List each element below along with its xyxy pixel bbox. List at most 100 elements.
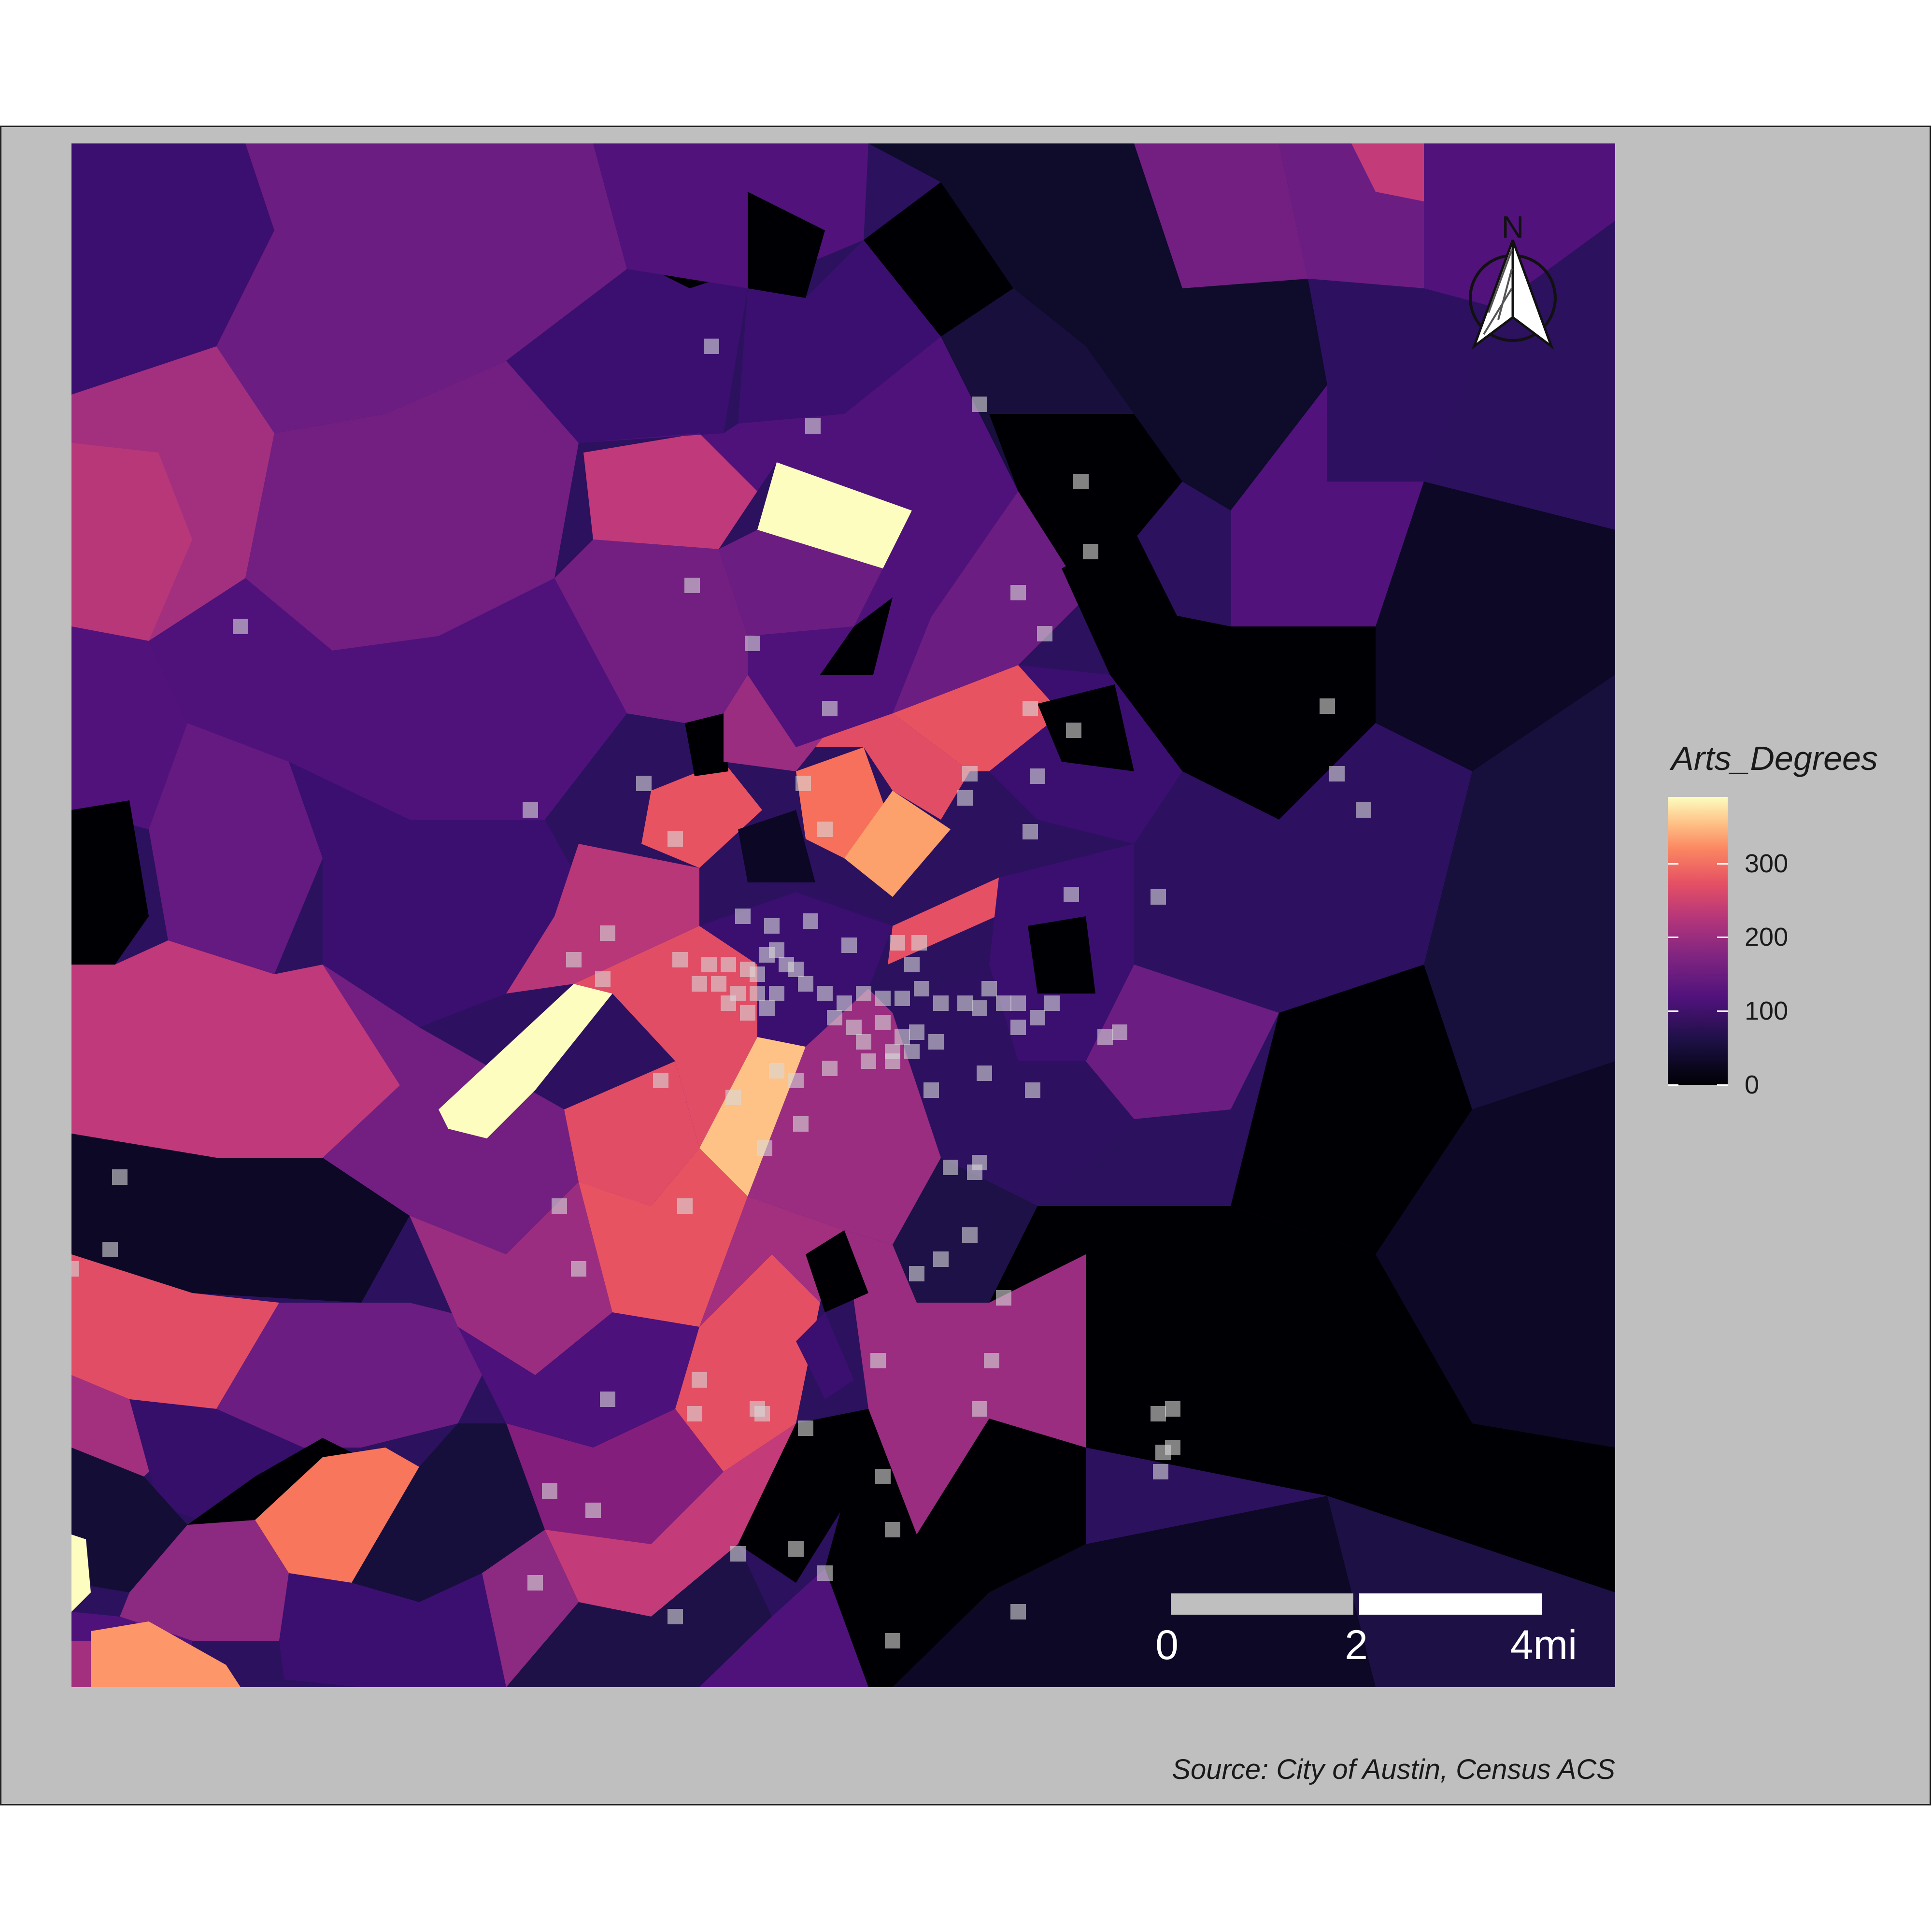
point-marker [914, 981, 929, 996]
point-marker [875, 1015, 891, 1030]
tract [1134, 723, 1472, 1013]
point-marker [1044, 995, 1060, 1011]
tract [289, 762, 593, 1027]
tract [1424, 675, 1615, 1109]
point-marker [981, 981, 997, 996]
tract [1424, 143, 1615, 308]
tract [612, 1196, 844, 1327]
tract [1231, 385, 1424, 626]
point-marker [856, 1034, 871, 1050]
point-marker [725, 1090, 741, 1105]
tract [255, 1448, 419, 1583]
point-marker [704, 339, 719, 354]
tract [506, 844, 699, 994]
tract [893, 965, 1134, 1206]
point-marker [1010, 1020, 1026, 1035]
tract [71, 626, 187, 829]
point-marker [600, 1392, 615, 1407]
tract [579, 337, 1018, 626]
point-marker [684, 578, 700, 593]
tract [989, 414, 1182, 597]
tract [564, 1061, 699, 1206]
tract [71, 1134, 410, 1303]
point-marker [817, 986, 833, 1001]
tract [71, 800, 149, 965]
tract [506, 1409, 724, 1544]
point-marker [856, 986, 871, 1001]
tract [1308, 279, 1496, 482]
point-marker [996, 995, 1011, 1011]
point-marker [595, 971, 611, 987]
point-marker [928, 1034, 944, 1050]
point-marker [962, 1227, 978, 1243]
point-marker [600, 925, 615, 941]
point-marker [996, 1290, 1011, 1306]
point-marker [730, 1546, 746, 1562]
point-marker [885, 1633, 900, 1648]
tract [216, 143, 627, 433]
tract [583, 433, 757, 549]
point-marker [102, 1242, 118, 1257]
point-marker [750, 1401, 765, 1417]
tract [120, 1520, 289, 1641]
point-marker [822, 1061, 838, 1076]
legend-tick-label: 100 [1745, 996, 1789, 1026]
point-marker [904, 1044, 920, 1059]
point-marker [1083, 544, 1098, 559]
point-marker [757, 1140, 772, 1156]
point-marker [759, 1000, 775, 1016]
tract [748, 882, 893, 926]
point-marker [745, 636, 760, 651]
tract [149, 723, 323, 974]
point-marker [1151, 1406, 1166, 1421]
point-marker [672, 952, 688, 967]
point-marker [798, 1421, 813, 1436]
north-arrow-icon: N [1469, 210, 1557, 350]
point-marker [837, 995, 852, 1011]
tract [796, 713, 970, 820]
scale-label-0: 0 [1155, 1622, 1179, 1668]
point-marker [875, 1469, 891, 1484]
legend-tick-label: 200 [1745, 923, 1789, 952]
legend-title: Arts_Degrees [1671, 739, 1878, 777]
point-marker [711, 976, 726, 992]
point-marker [972, 1000, 987, 1016]
tract [439, 984, 612, 1138]
point-marker [764, 918, 780, 934]
point-marker [957, 995, 973, 1011]
point-marker [885, 1053, 900, 1069]
point-marker [967, 1165, 982, 1180]
point-marker [933, 1251, 949, 1267]
tract [893, 1496, 1376, 1687]
point-marker [1320, 698, 1335, 714]
point-marker [668, 831, 683, 847]
point-marker [527, 1575, 543, 1591]
census-tracts [71, 143, 1615, 1687]
tract [1086, 965, 1279, 1119]
tract [864, 182, 1013, 337]
point-marker [233, 619, 248, 634]
point-marker [1064, 887, 1079, 902]
scale-bar: 0 2 4mi [1155, 1593, 1577, 1668]
point-marker [788, 1541, 804, 1557]
point-marker [1097, 1029, 1113, 1045]
point-marker [735, 909, 751, 924]
tract [748, 192, 825, 298]
point-marker [805, 418, 821, 434]
tract [279, 1573, 506, 1687]
point-marker [1066, 723, 1081, 738]
scale-label-2: 2 [1345, 1622, 1368, 1668]
tract [458, 1312, 699, 1448]
point-marker [1037, 626, 1052, 641]
tract [1424, 221, 1615, 530]
tract [699, 1568, 868, 1687]
point-marker [1010, 995, 1026, 1011]
legend-tick-label: 0 [1745, 1070, 1760, 1099]
point-marker [895, 991, 910, 1006]
point-marker [1025, 1082, 1040, 1098]
tract [1134, 143, 1308, 288]
point-marker [653, 1073, 668, 1088]
source-caption: Source: City of Austin, Census ACS [1172, 1754, 1615, 1785]
point-marker [817, 822, 833, 837]
point-marker [846, 1020, 862, 1035]
